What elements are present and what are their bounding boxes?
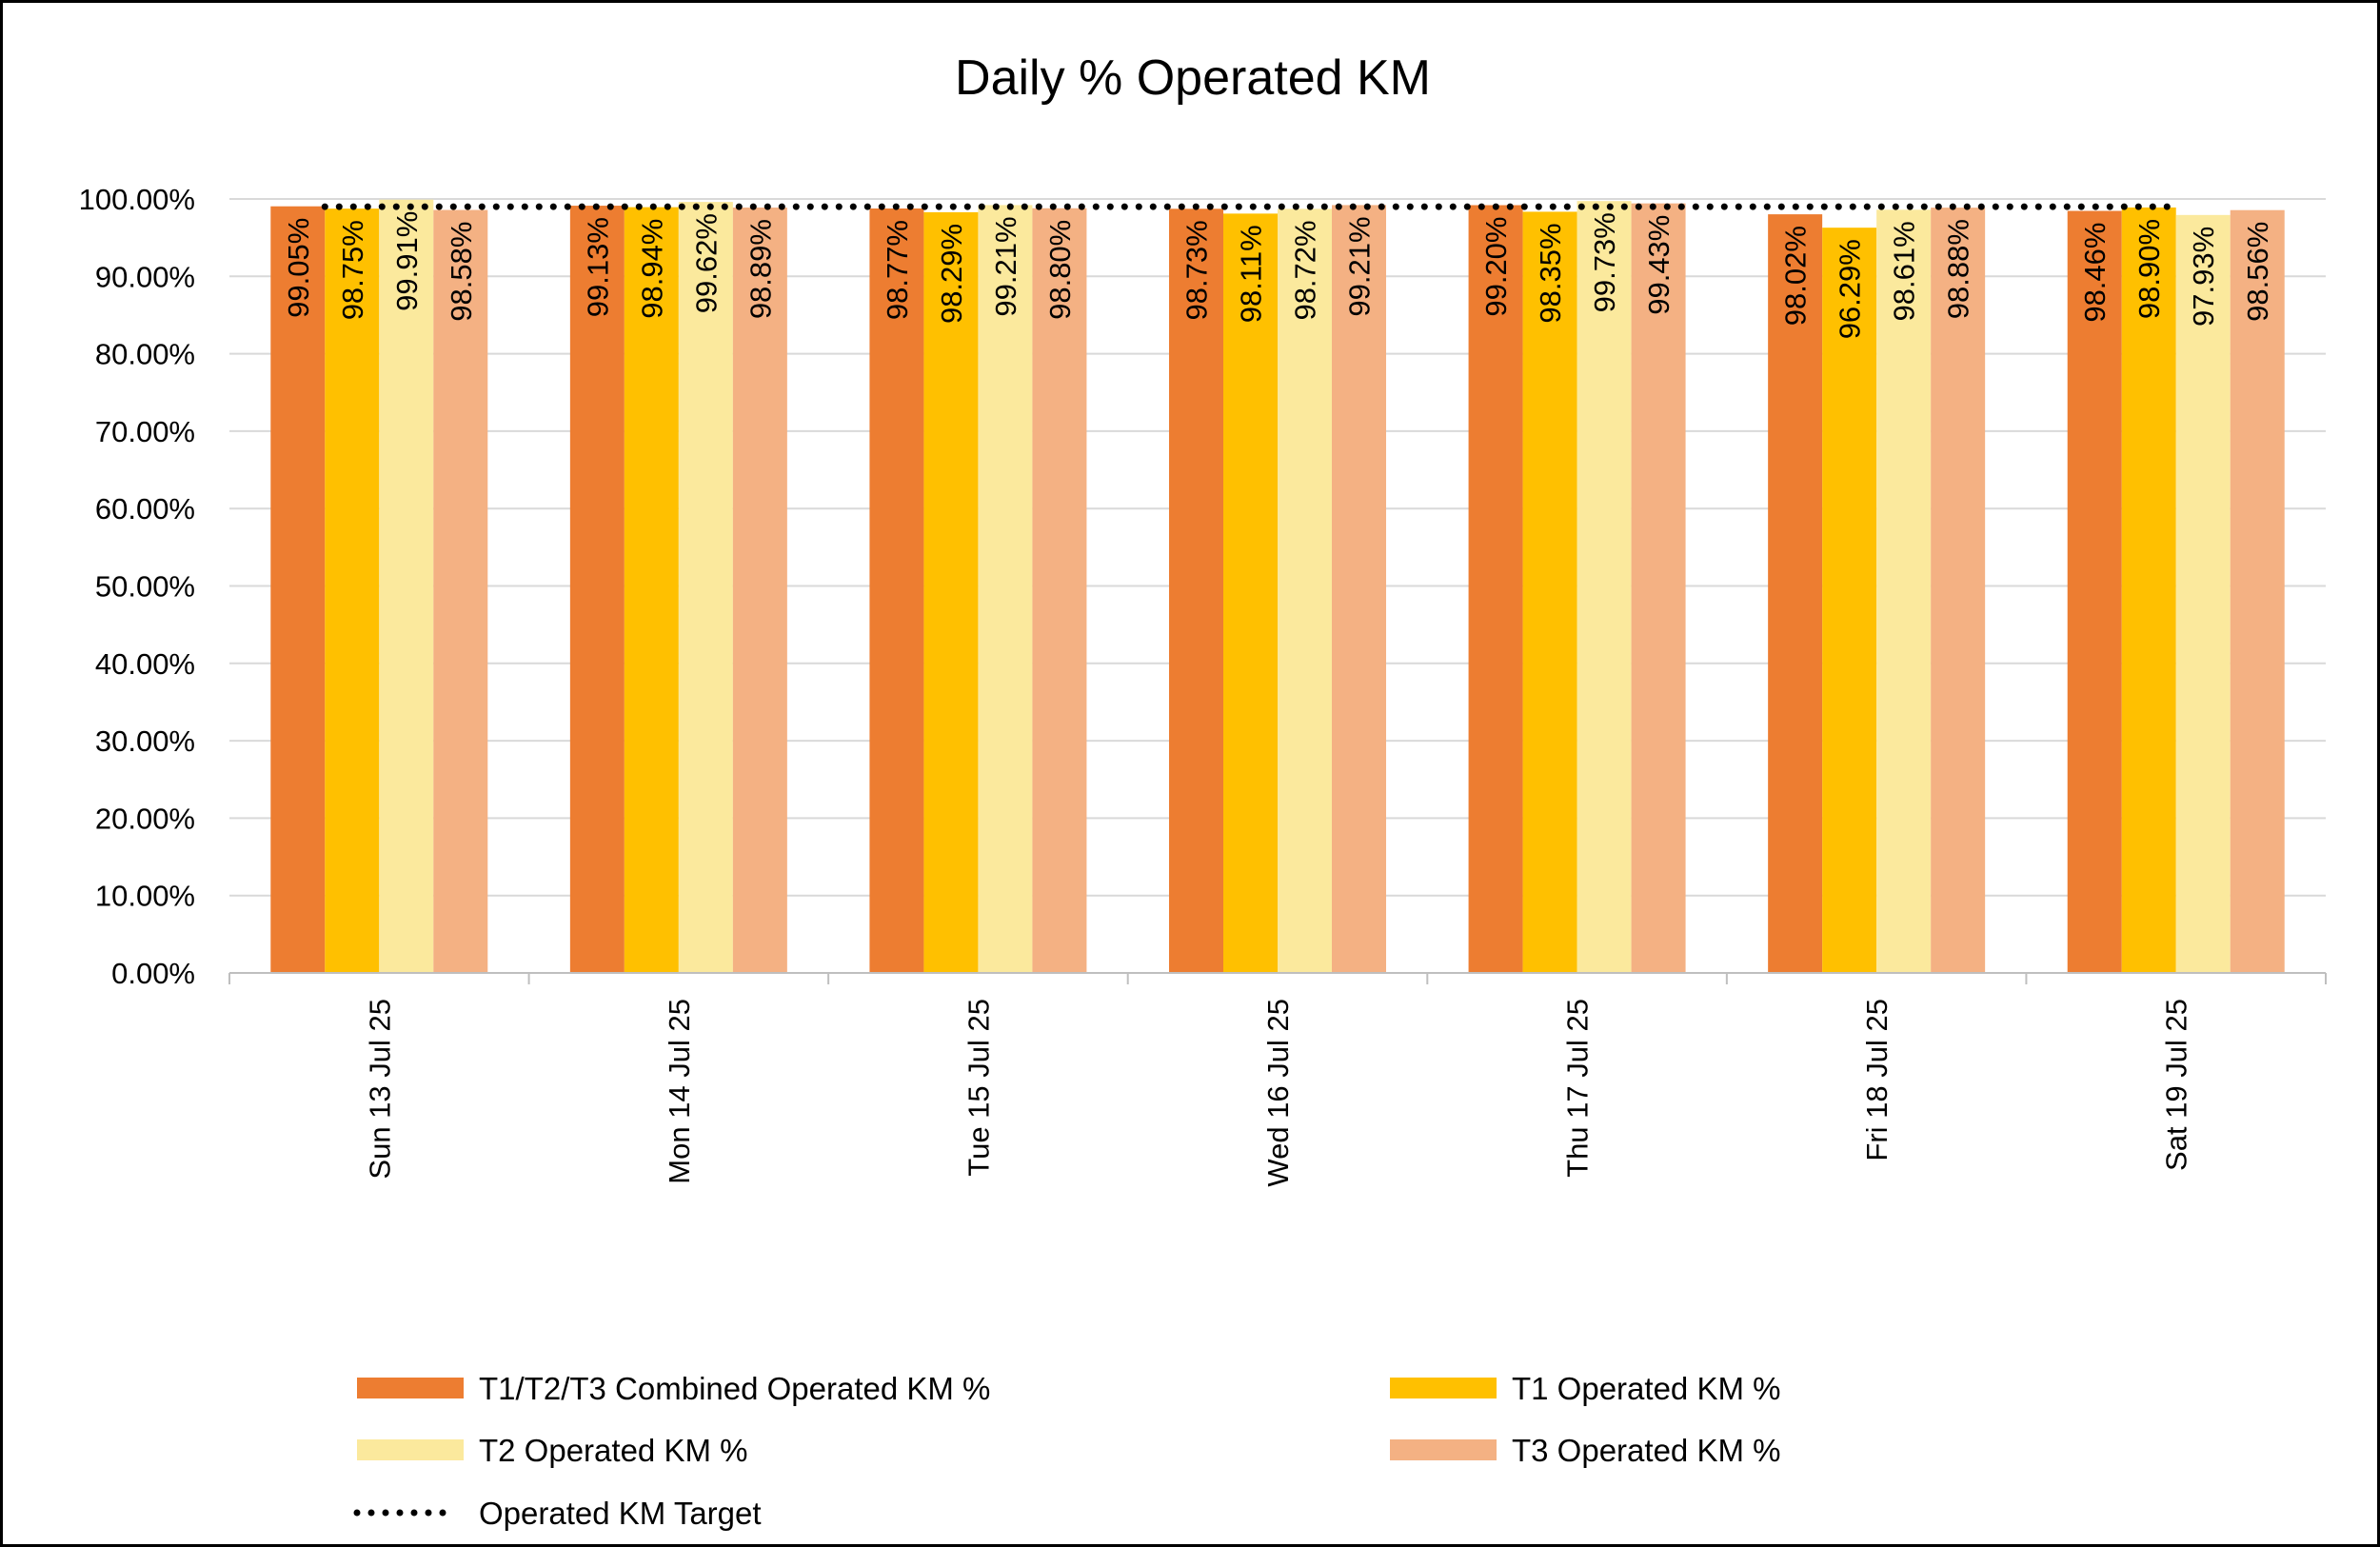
data-label: 99.13%: [581, 217, 614, 317]
legend-swatch: [357, 1378, 464, 1398]
bar: [1332, 205, 1386, 973]
bar: [433, 209, 488, 973]
bar: [978, 205, 1033, 973]
data-label: 98.75%: [336, 220, 369, 320]
y-tick-label: 80.00%: [95, 338, 195, 371]
bar: [1169, 208, 1223, 974]
data-label: 98.73%: [1180, 220, 1214, 320]
legend: T1/T2/T3 Combined Operated KM % T1 Operat…: [353, 1371, 1780, 1531]
bar: [1577, 201, 1632, 974]
data-labels: 99.05% 98.75% 99.91% 98.58% 99.13% 98.94% 99.6…: [282, 211, 2274, 340]
data-label: 98.58%: [445, 222, 478, 322]
y-tick-label: 10.00%: [95, 880, 195, 913]
y-tick-label: 90.00%: [95, 260, 195, 293]
data-label: 99.21%: [1343, 216, 1377, 316]
bar: [1768, 214, 1823, 973]
data-label: 98.89%: [744, 219, 777, 319]
data-label: 98.46%: [2078, 223, 2112, 323]
bar: [869, 208, 924, 974]
chart-title: Daily % Operated KM: [955, 50, 1431, 106]
data-label: 98.02%: [1779, 226, 1813, 326]
data-label: 98.72%: [1289, 220, 1322, 320]
data-label: 98.61%: [1888, 221, 1921, 321]
bar: [1822, 228, 1877, 973]
bar: [2230, 209, 2285, 973]
x-tick-label: Thu 17 Jul 25: [1561, 999, 1595, 1178]
data-label: 98.35%: [1534, 223, 1567, 323]
bar: [923, 211, 979, 974]
data-label: 97.93%: [2187, 227, 2220, 327]
y-tick-label: 60.00%: [95, 492, 195, 526]
bar: [270, 206, 326, 973]
bar: [1223, 213, 1278, 973]
x-tick-label: Wed 16 Jul 25: [1261, 999, 1295, 1187]
y-tick-label: 100.00%: [79, 183, 195, 216]
bar: [325, 208, 380, 974]
data-label: 98.56%: [2241, 222, 2274, 322]
x-tick-label: Sun 13 Jul 25: [363, 999, 396, 1180]
bar: [379, 199, 434, 974]
bar: [1278, 208, 1332, 974]
bar-chart: Daily % Operated KM 99.05% 98.75% 99.91% 98…: [79, 50, 2327, 1531]
data-label: 99.73%: [1588, 212, 1621, 312]
bar: [624, 207, 679, 973]
y-tick-label: 0.00%: [111, 957, 195, 990]
bar: [1931, 208, 1986, 974]
bar: [732, 208, 787, 974]
bar: [678, 202, 733, 973]
data-label: 96.29%: [1834, 239, 1867, 339]
bar: [1631, 203, 1686, 973]
bar: [1032, 208, 1087, 974]
data-label: 98.11%: [1235, 225, 1268, 323]
data-label: 98.77%: [881, 220, 914, 320]
data-label: 99.21%: [989, 216, 1022, 316]
bar: [1876, 209, 1932, 973]
legend-label: T3 Operated KM %: [1512, 1433, 1780, 1468]
axes: 0.00% 10.00% 20.00% 30.00% 40.00% 50.00% 60.00…: [79, 183, 2327, 1187]
x-tick-label: Sat 19 Jul 25: [2160, 999, 2193, 1171]
legend-swatch: [1390, 1439, 1497, 1460]
legend-label-target: Operated KM Target: [479, 1496, 762, 1531]
data-label: 98.80%: [1043, 220, 1077, 320]
y-tick-label: 40.00%: [95, 647, 195, 681]
bar: [569, 206, 625, 973]
data-label: 98.94%: [635, 219, 668, 319]
legend-label: T1 Operated KM %: [1512, 1371, 1780, 1406]
bar: [1468, 205, 1523, 973]
data-label: 98.29%: [935, 224, 968, 324]
x-tick-label: Mon 14 Jul 25: [663, 999, 696, 1184]
bar: [2175, 214, 2231, 973]
bar: [2121, 207, 2176, 973]
y-tick-label: 20.00%: [95, 802, 195, 835]
x-tick-label: Fri 18 Jul 25: [1860, 999, 1894, 1161]
legend-label: T1/T2/T3 Combined Operated KM %: [479, 1371, 990, 1406]
y-tick-label: 30.00%: [95, 724, 195, 758]
bar: [1522, 211, 1577, 974]
bars: [270, 199, 2285, 974]
y-tick-label: 70.00%: [95, 415, 195, 448]
data-label: 98.90%: [2132, 219, 2166, 319]
x-tick-label: Tue 15 Jul 25: [962, 999, 995, 1177]
legend-label: T2 Operated KM %: [479, 1433, 747, 1468]
data-label: 99.91%: [390, 211, 424, 311]
legend-swatch: [357, 1439, 464, 1460]
bar: [2067, 210, 2122, 973]
legend-swatch: [1390, 1378, 1497, 1398]
data-label: 99.20%: [1479, 217, 1513, 317]
y-tick-label: 50.00%: [95, 570, 195, 604]
data-label: 98.88%: [1942, 219, 1975, 319]
data-label: 99.62%: [689, 213, 723, 313]
data-label: 99.43%: [1642, 215, 1676, 315]
data-label: 99.05%: [282, 218, 315, 318]
